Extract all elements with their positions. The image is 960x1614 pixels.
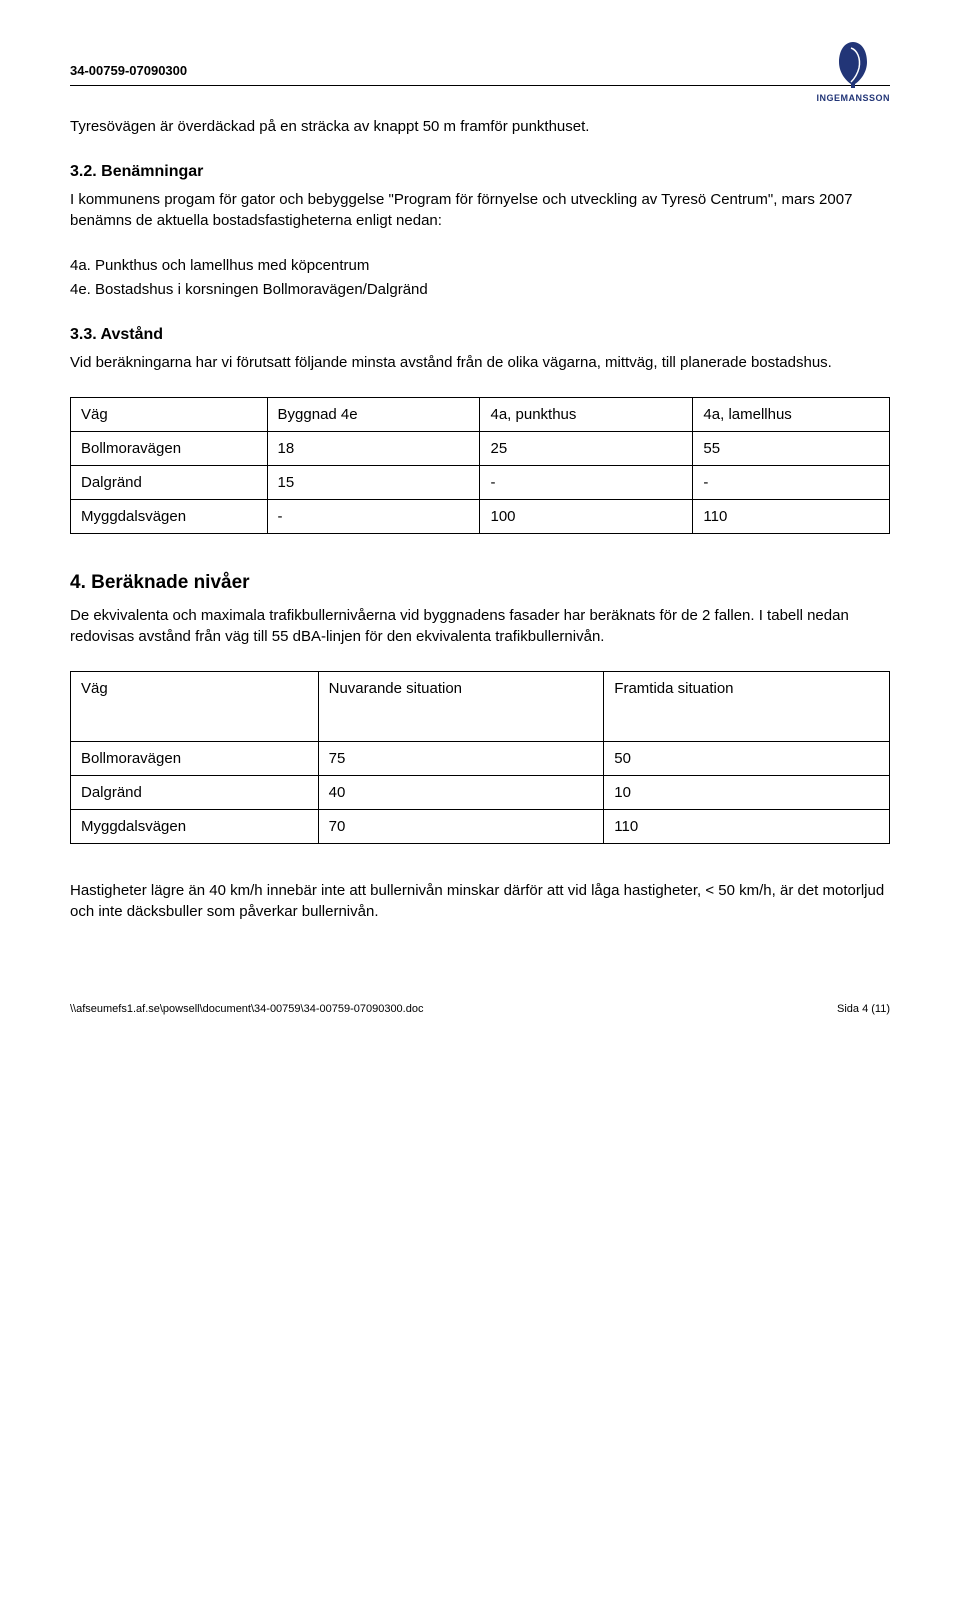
section-3-2-heading: 3.2. Benämningar	[70, 161, 890, 183]
list-item: 4a. Punkthus och lamellhus med köpcentru…	[70, 255, 890, 276]
section-4-heading: 4. Beräknade nivåer	[70, 570, 890, 597]
shell-icon	[833, 40, 873, 90]
table-cell: 50	[604, 741, 890, 775]
table-row: Myggdalsvägen 70 110	[71, 809, 890, 843]
closing-paragraph: Hastigheter lägre än 40 km/h innebär int…	[70, 880, 890, 922]
distance-table: Väg Byggnad 4e 4a, punkthus 4a, lamellhu…	[70, 397, 890, 534]
table-header: Framtida situation	[604, 671, 890, 741]
table-row: Bollmoravägen 18 25 55	[71, 432, 890, 466]
table-cell: 25	[480, 432, 693, 466]
table-cell: -	[267, 500, 480, 534]
table-cell: Dalgränd	[71, 466, 268, 500]
intro-paragraph: Tyresövägen är överdäckad på en sträcka …	[70, 116, 890, 137]
footer-page: Sida 4 (11)	[837, 1002, 890, 1017]
section-title: Avstånd	[101, 326, 164, 343]
table-header: Väg	[71, 398, 268, 432]
table-cell: Dalgränd	[71, 775, 319, 809]
table-cell: 18	[267, 432, 480, 466]
situation-table: Väg Nuvarande situation Framtida situati…	[70, 671, 890, 844]
table-row: Myggdalsvägen - 100 110	[71, 500, 890, 534]
table-row: Väg Byggnad 4e 4a, punkthus 4a, lamellhu…	[71, 398, 890, 432]
page-header: 34-00759-07090300 INGEMANSSON	[70, 40, 890, 86]
page-footer: \\afseumefs1.af.se\powsell\document\34-0…	[70, 1002, 890, 1017]
section-3-3-body: Vid beräkningarna har vi förutsatt följa…	[70, 352, 890, 373]
table-row: Dalgränd 15 - -	[71, 466, 890, 500]
table-cell: 15	[267, 466, 480, 500]
section-number: 3.3.	[70, 326, 97, 343]
document-id: 34-00759-07090300	[70, 62, 187, 80]
list-item: 4e. Bostadshus i korsningen Bollmoraväge…	[70, 279, 890, 300]
table-cell: Bollmoravägen	[71, 432, 268, 466]
table-header: Byggnad 4e	[267, 398, 480, 432]
footer-path: \\afseumefs1.af.se\powsell\document\34-0…	[70, 1002, 423, 1017]
table-row: Dalgränd 40 10	[71, 775, 890, 809]
item-list: 4a. Punkthus och lamellhus med köpcentru…	[70, 255, 890, 300]
table-row: Väg Nuvarande situation Framtida situati…	[71, 671, 890, 741]
section-title: Benämningar	[101, 163, 203, 180]
table-header: Nuvarande situation	[318, 671, 604, 741]
table-cell: Bollmoravägen	[71, 741, 319, 775]
section-4-body: De ekvivalenta och maximala trafikbuller…	[70, 605, 890, 647]
section-number: 4.	[70, 572, 86, 593]
section-3-3-heading: 3.3. Avstånd	[70, 324, 890, 346]
table-cell: 40	[318, 775, 604, 809]
table-cell: Myggdalsvägen	[71, 809, 319, 843]
table-row: Bollmoravägen 75 50	[71, 741, 890, 775]
table-header: 4a, punkthus	[480, 398, 693, 432]
table-cell: 55	[693, 432, 890, 466]
table-cell: Myggdalsvägen	[71, 500, 268, 534]
table-cell: -	[693, 466, 890, 500]
table-header: Väg	[71, 671, 319, 741]
table-cell: 70	[318, 809, 604, 843]
table-cell: -	[480, 466, 693, 500]
table-header: 4a, lamellhus	[693, 398, 890, 432]
logo-text: INGEMANSSON	[816, 92, 890, 105]
table-cell: 100	[480, 500, 693, 534]
company-logo: INGEMANSSON	[816, 40, 890, 105]
table-cell: 110	[693, 500, 890, 534]
section-3-2-body: I kommunens progam för gator och bebygge…	[70, 189, 890, 231]
table-cell: 110	[604, 809, 890, 843]
section-title: Beräknade nivåer	[91, 572, 249, 593]
section-number: 3.2.	[70, 163, 97, 180]
table-cell: 10	[604, 775, 890, 809]
table-cell: 75	[318, 741, 604, 775]
